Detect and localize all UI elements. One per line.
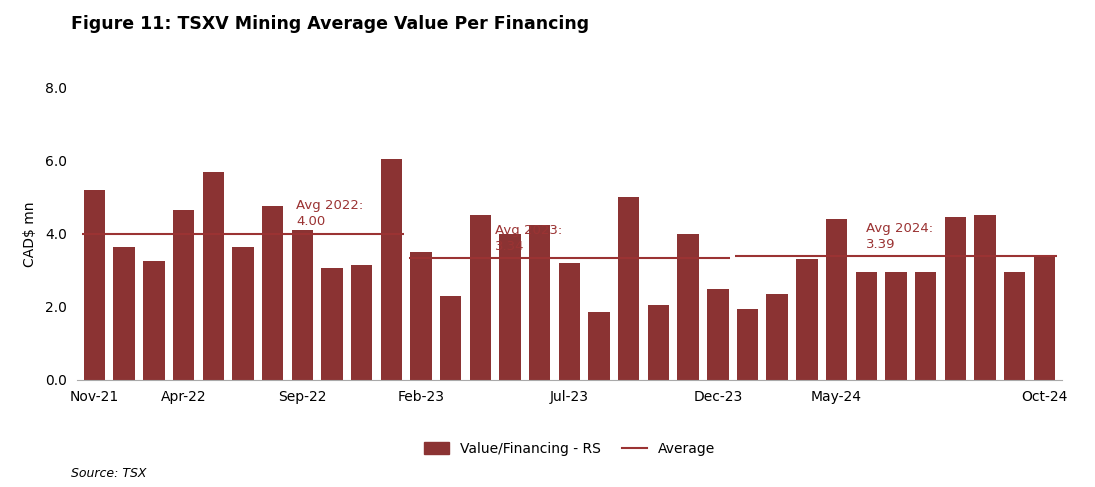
Bar <box>114 246 135 380</box>
Bar <box>440 296 461 380</box>
Y-axis label: CAD$ mn: CAD$ mn <box>23 201 36 266</box>
Bar <box>945 217 966 380</box>
Bar <box>203 172 223 380</box>
Bar <box>350 265 372 380</box>
Text: Source: TSX: Source: TSX <box>71 467 147 480</box>
Bar <box>529 225 551 380</box>
Bar <box>470 216 491 380</box>
Bar <box>588 312 610 380</box>
Bar <box>321 268 343 380</box>
Bar <box>826 219 848 380</box>
Text: Figure 11: TSXV Mining Average Value Per Financing: Figure 11: TSXV Mining Average Value Per… <box>71 15 589 33</box>
Bar <box>381 159 402 380</box>
Bar <box>1034 256 1054 380</box>
Bar <box>618 197 639 380</box>
Bar <box>291 230 313 380</box>
Text: Avg 2022:
4.00: Avg 2022: 4.00 <box>297 199 364 228</box>
Bar <box>262 206 284 380</box>
Bar <box>173 210 194 380</box>
Bar <box>232 246 254 380</box>
Text: Avg 2023:
3.34: Avg 2023: 3.34 <box>495 224 563 253</box>
Bar <box>975 216 995 380</box>
Bar <box>1004 272 1025 380</box>
Bar <box>915 272 936 380</box>
Bar <box>885 272 907 380</box>
Bar <box>143 261 164 380</box>
Bar <box>499 234 521 380</box>
Bar <box>411 252 431 380</box>
Bar <box>678 234 699 380</box>
Text: Avg 2024:
3.39: Avg 2024: 3.39 <box>866 222 933 251</box>
Bar <box>558 263 580 380</box>
Bar <box>84 190 105 380</box>
Bar <box>796 260 818 380</box>
Bar <box>766 294 788 380</box>
Legend: Value/Financing - RS, Average: Value/Financing - RS, Average <box>418 436 721 462</box>
Bar <box>855 272 877 380</box>
Bar <box>707 288 728 380</box>
Bar <box>737 309 758 380</box>
Bar <box>648 305 669 380</box>
